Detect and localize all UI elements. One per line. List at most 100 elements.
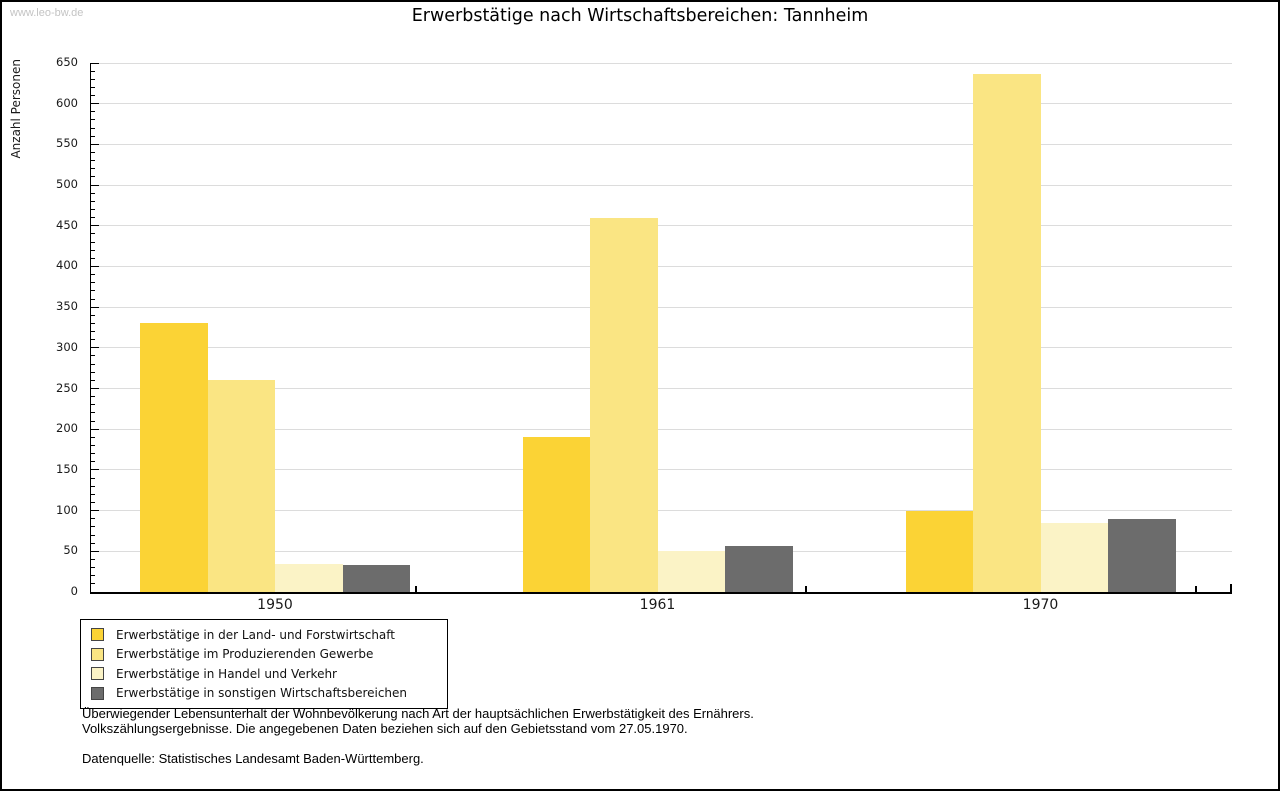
y-minor-tick	[90, 135, 95, 137]
y-minor-tick	[90, 477, 95, 479]
x-axis-label: 1970	[1022, 597, 1059, 613]
gridline	[90, 265, 1232, 267]
legend-item: Erwerbstätige in sonstigen Wirtschaftsbe…	[91, 684, 443, 704]
y-minor-tick	[90, 111, 95, 113]
y-major-tick	[90, 347, 99, 349]
y-tick-label: 100	[56, 502, 78, 517]
note-line-2: Volkszählungsergebnisse. Die angegebenen…	[82, 721, 688, 736]
y-tick-label: 550	[56, 136, 78, 151]
bar-1961-series2	[590, 217, 658, 592]
bar-1970-series4	[1108, 518, 1176, 592]
y-minor-tick	[90, 355, 95, 357]
y-tick-label: 200	[56, 421, 78, 436]
legend-swatch	[91, 628, 104, 642]
x-axis-tick	[415, 586, 417, 592]
y-minor-tick	[90, 412, 95, 414]
y-tick-label: 150	[56, 461, 78, 476]
y-tick-label: 300	[56, 339, 78, 354]
y-minor-tick	[90, 70, 95, 72]
legend-swatch	[91, 686, 104, 700]
y-minor-tick	[90, 192, 95, 194]
y-tick-label: 50	[63, 543, 78, 558]
chart-title: Erwerbstätige nach Wirtschaftsbereichen:…	[411, 6, 869, 26]
y-major-tick	[90, 62, 99, 64]
y-major-tick	[90, 550, 99, 552]
gridline	[90, 347, 1232, 349]
x-axis-label: 1961	[639, 597, 676, 613]
y-minor-tick	[90, 282, 95, 284]
y-minor-tick	[90, 567, 95, 569]
legend-label: Erwerbstätige im Produzierenden Gewerbe	[116, 647, 374, 662]
y-minor-tick	[90, 331, 95, 333]
y-major-tick	[90, 265, 99, 267]
y-minor-tick	[90, 78, 95, 80]
bar-1961-series1	[522, 437, 590, 592]
y-tick-label: 650	[56, 55, 78, 69]
y-minor-tick	[90, 127, 95, 129]
gridline	[90, 143, 1232, 145]
y-minor-tick	[90, 208, 95, 210]
bar-1950-series1	[140, 323, 208, 592]
y-minor-tick	[90, 379, 95, 381]
watermark: www.leo-bw.de	[10, 7, 84, 19]
source-line: Datenquelle: Statistisches Landesamt Bad…	[82, 751, 424, 766]
y-minor-tick	[90, 396, 95, 398]
y-minor-tick	[90, 249, 95, 251]
y-minor-tick	[90, 314, 95, 316]
y-minor-tick	[90, 322, 95, 324]
gridline	[90, 306, 1232, 308]
y-axis-line	[90, 63, 91, 592]
y-minor-tick	[90, 518, 95, 520]
x-axis-label: 1950	[257, 597, 293, 613]
x-axis-line	[90, 592, 1232, 594]
y-minor-tick	[90, 119, 95, 121]
bar-1950-series3	[275, 564, 343, 592]
bar-1970-series2	[973, 73, 1041, 592]
y-minor-tick	[90, 217, 95, 219]
y-minor-tick	[90, 404, 95, 406]
bar-1961-series3	[657, 551, 725, 592]
bar-1961-series4	[725, 545, 793, 592]
gridline	[90, 388, 1232, 390]
y-minor-tick	[90, 453, 95, 455]
legend-label: Erwerbstätige in der Land- und Forstwirt…	[116, 627, 395, 642]
y-minor-tick	[90, 558, 95, 560]
bar-1950-series2	[207, 380, 275, 592]
y-minor-tick	[90, 485, 95, 487]
y-tick-label: 250	[56, 380, 78, 395]
y-minor-tick	[90, 233, 95, 235]
y-minor-tick	[90, 542, 95, 544]
y-major-tick	[90, 469, 99, 471]
bar-1950-series4	[342, 565, 410, 592]
y-minor-tick	[90, 575, 95, 577]
legend-label: Erwerbstätige in sonstigen Wirtschaftsbe…	[116, 686, 408, 701]
gridline	[90, 469, 1232, 471]
y-minor-tick	[90, 298, 95, 300]
y-major-tick	[90, 225, 99, 227]
y-major-tick	[90, 143, 99, 145]
x-axis-tick	[805, 586, 807, 592]
gridline	[90, 103, 1232, 105]
y-minor-tick	[90, 290, 95, 292]
y-minor-tick	[90, 86, 95, 88]
y-tick-label: 450	[56, 217, 78, 232]
legend: Erwerbstätige in der Land- und Forstwirt…	[80, 619, 448, 709]
y-major-tick	[90, 184, 99, 186]
note-line-1: Überwiegender Lebensunterhalt der Wohnbe…	[82, 706, 754, 721]
gridline	[90, 510, 1232, 512]
y-minor-tick	[90, 526, 95, 528]
y-minor-tick	[90, 168, 95, 170]
y-major-tick	[90, 388, 99, 390]
y-minor-tick	[90, 363, 95, 365]
y-minor-tick	[90, 274, 95, 276]
y-minor-tick	[90, 583, 95, 585]
gridline	[90, 62, 1232, 64]
y-minor-tick	[90, 445, 95, 446]
y-minor-tick	[90, 436, 95, 438]
x-axis-tick	[1195, 586, 1197, 592]
y-tick-label: 400	[56, 258, 78, 273]
y-tick-label: 600	[56, 95, 78, 110]
y-tick-label: 0	[70, 584, 78, 598]
